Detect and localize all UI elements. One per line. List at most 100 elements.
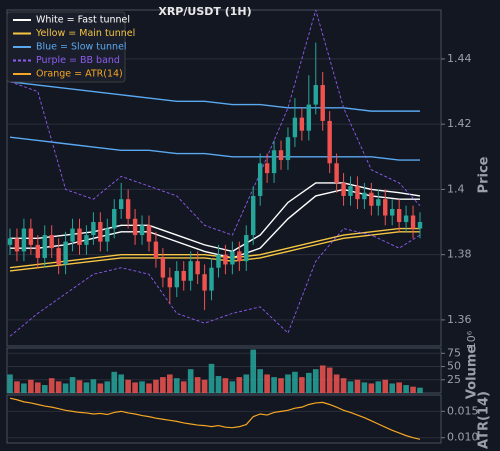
volume-bar [7,374,13,393]
volume-bar [76,380,83,393]
candle-body [14,238,20,252]
volume-bar [257,369,263,393]
candle-body [56,248,61,265]
y-tick-label: 0.015 [447,404,479,417]
candle-body [35,244,40,258]
candle-body [244,235,249,262]
candle-body [410,215,416,229]
candle-body [7,238,13,245]
candle-body [362,192,367,200]
candle-body [105,228,110,242]
candle-body [98,222,103,242]
candle-body [49,235,54,249]
candle-body [383,199,388,216]
volume-bar [173,378,180,393]
candle-body [216,254,221,268]
volume-bar [14,381,20,393]
volume-bar [375,381,382,393]
volume-bar [326,367,333,393]
volume-bar [118,374,124,393]
volume-bar [250,349,257,393]
candle-body [112,208,117,229]
candle-body [42,235,47,258]
volume-bar [194,377,201,393]
volume-bar [319,365,326,393]
volume-bar [180,381,187,393]
volume-bar [167,374,173,393]
volume-bar [312,369,319,393]
volume-bar [104,381,111,393]
candle-body [348,186,353,196]
tunnel-line [9,136,420,161]
price-plot [7,10,441,337]
candle-body [251,195,256,236]
bollinger-line [9,228,421,337]
candle-body [313,85,318,105]
legend-label: Yellow = Main tunnel [35,28,135,39]
legend-label: White = Fast tunnel [36,15,130,26]
chart-title: XRP/USDT (1H) [158,5,251,18]
volume-bar [153,379,159,393]
volume-bar [368,383,375,393]
atr-line [9,397,421,440]
candle-body [417,222,423,229]
y-tick-label: 1.42 [447,117,472,130]
candle-body [264,163,270,174]
candle-body [376,199,381,206]
candle-body [181,270,186,281]
volume-bar [90,379,97,393]
volume-bar [111,371,118,393]
candle-body [63,241,68,265]
candle-body [390,208,395,216]
legend: White = Fast tunnel Yellow = Main tunnel B… [6,11,135,83]
candle-body [91,222,96,236]
candle-body [230,251,235,265]
volume-bar [146,383,152,393]
candle-body [167,277,173,288]
volume-bar [229,381,236,393]
legend-label: Orange = ATR(14) [36,69,123,80]
candle-body [369,192,374,206]
volume-bar [292,371,298,393]
y-tick-label: 75 [447,346,461,359]
volume-bar [69,377,76,393]
candle-body [306,104,312,131]
candle-body [174,270,179,288]
volume-axis-label: Volume [465,345,480,400]
candle-body [139,225,145,236]
volume-bar [215,376,222,393]
candle-body [292,117,298,138]
volume-bar [201,379,208,393]
candle-body [299,117,305,131]
volume-bar [21,383,27,393]
volume-offset-label: 10⁶ [465,330,478,349]
volume-bar [403,385,409,393]
volume-bar [55,381,62,393]
volume-bar [299,377,305,393]
candle-body [160,257,166,278]
volume-bar [243,374,250,393]
candle-body [195,261,200,275]
volume-bar [236,377,243,393]
candle-body [70,228,75,242]
candle-body [202,274,207,291]
y-tick-label: 1.38 [447,248,472,261]
volume-bar [347,381,354,393]
volume-bar [306,372,312,393]
candle-body [146,225,152,242]
candle-body [223,254,228,265]
candle-body [334,163,339,183]
volume-bar [187,369,194,393]
legend-label: Blue = Slow tunnel [36,42,127,53]
volume-bar [41,385,48,393]
candle-body [188,261,193,281]
volume-bar [417,387,423,393]
volume-bar [285,374,291,393]
volume-bar [34,382,41,393]
volume-bar [396,382,402,393]
candle-body [118,199,124,209]
volume-bar [132,382,138,393]
candle-body [278,150,284,161]
volume-bar [271,377,277,393]
volume-bar [83,382,90,393]
